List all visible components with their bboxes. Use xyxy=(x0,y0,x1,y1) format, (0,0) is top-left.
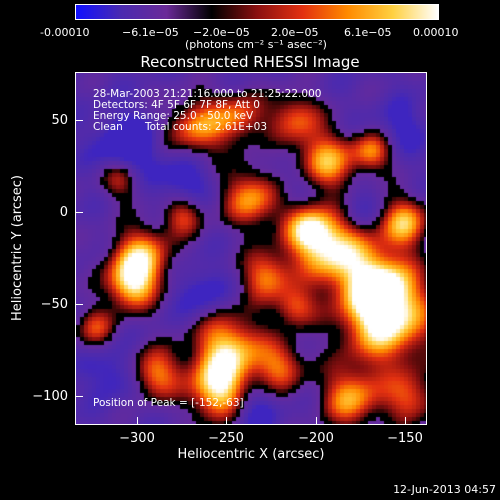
y-tick-label-3: −50 xyxy=(40,297,68,312)
image-plot-area: 28-Mar-2003 21:21:16.000 to 21:25:22.000… xyxy=(75,72,427,425)
y-tick-label-2: 0 xyxy=(59,205,68,220)
info-line-4a: Clean xyxy=(93,121,123,133)
peak-position: Position of Peak = [-152,-63] xyxy=(93,397,244,409)
info-line-1: 28-Mar-2003 21:21:16.000 to 21:25:22.000 xyxy=(93,88,322,100)
colorbar-tick-2: −6.1e−05 xyxy=(122,26,179,39)
footer-timestamp: 12-Jun-2013 04:57 xyxy=(393,483,496,496)
x-tick-label-1: −300 xyxy=(119,431,155,446)
y-tick-label-4: −100 xyxy=(32,389,68,404)
y-tickmark-3 xyxy=(75,304,83,305)
y-tick-label-1: 50 xyxy=(51,113,68,128)
plot-title: Reconstructed RHESSI Image xyxy=(140,53,360,71)
colorbar xyxy=(75,4,439,20)
info-line-3: Energy Range: 25.0 - 50.0 keV xyxy=(93,110,254,122)
x-tick-label-2: −250 xyxy=(208,431,244,446)
info-line-2: Detectors: 4F 5F 6F 7F 8F, Att 0 xyxy=(93,99,260,111)
x-axis-label: Heliocentric X (arcsec) xyxy=(177,447,325,462)
colorbar-tick-6: 0.00010 xyxy=(413,26,459,39)
colorbar-tick-1: -0.00010 xyxy=(40,26,90,39)
colorbar-units: (photons cm⁻² s⁻¹ asec⁻²) xyxy=(185,38,327,51)
colorbar-tick-3: −2.0e−05 xyxy=(193,26,250,39)
colorbar-tick-5: 6.1e−05 xyxy=(344,26,392,39)
x-tickmark-3 xyxy=(316,417,317,425)
x-tickmark-1 xyxy=(137,417,138,425)
y-tickmark-2 xyxy=(75,212,83,213)
y-tickmark-1 xyxy=(75,120,83,121)
info-line-4b: Total counts: 2.61E+03 xyxy=(145,121,268,133)
colorbar-tick-4: 2.0e−05 xyxy=(271,26,319,39)
y-axis-label: Heliocentric Y (arcsec) xyxy=(10,175,25,321)
x-tickmark-4 xyxy=(405,417,406,425)
y-tickmark-4 xyxy=(75,396,83,397)
x-tickmark-2 xyxy=(226,417,227,425)
x-tick-label-3: −200 xyxy=(298,431,334,446)
x-tick-label-4: −150 xyxy=(387,431,423,446)
heatmap-image xyxy=(76,73,426,424)
